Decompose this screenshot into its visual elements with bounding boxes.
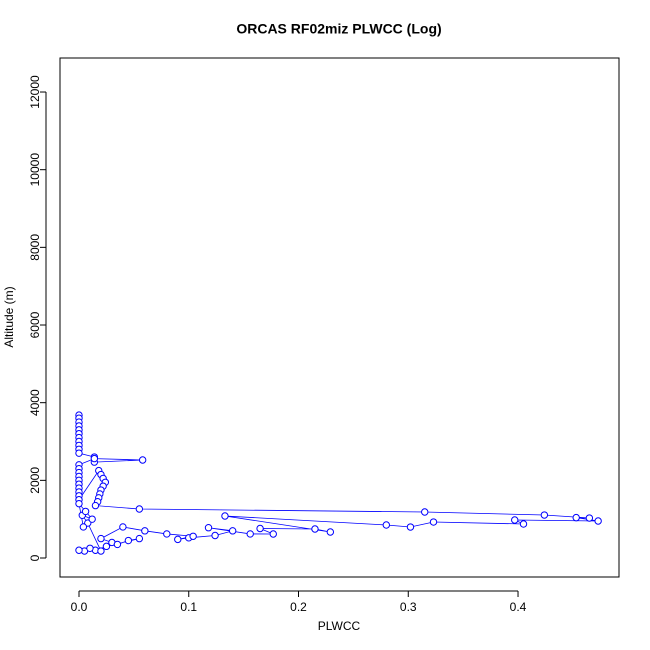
data-point	[228, 527, 237, 535]
data-point	[429, 518, 438, 526]
data-point	[189, 532, 197, 540]
data-point	[540, 511, 549, 519]
data-point	[75, 546, 83, 554]
x-tick-label: 0.0	[71, 600, 88, 614]
x-tick-label: 0.4	[510, 600, 527, 614]
data-point	[572, 513, 580, 522]
data-point	[421, 508, 429, 516]
data-point	[594, 517, 602, 525]
x-tick-label: 0.2	[290, 600, 307, 614]
data-point	[90, 454, 99, 463]
y-tick-label: 6000	[28, 311, 42, 338]
data-point	[585, 514, 594, 522]
data-point	[519, 520, 528, 528]
data-point	[246, 530, 254, 538]
data-point	[138, 456, 147, 464]
y-tick-label: 12000	[28, 75, 42, 109]
data-point	[79, 523, 88, 531]
data-point	[141, 527, 149, 535]
data-point	[81, 507, 90, 516]
y-axis-label: Altitude (m)	[2, 286, 16, 347]
data-point	[221, 512, 229, 520]
data-point	[326, 528, 335, 536]
data-point	[113, 540, 122, 549]
y-tick-label: 10000	[28, 153, 42, 187]
data-point	[88, 515, 96, 523]
data-point	[97, 534, 105, 543]
data-point	[75, 449, 83, 457]
plot-frame	[59, 57, 620, 578]
data-point	[382, 521, 391, 529]
y-tick-label: 0	[28, 554, 42, 561]
data-point	[174, 535, 182, 544]
x-tick-label: 0.1	[180, 600, 197, 614]
data-point	[119, 523, 127, 531]
data-point	[256, 524, 264, 533]
data-point	[135, 534, 144, 543]
y-tick-label: 4000	[28, 389, 42, 416]
data-point	[269, 530, 277, 538]
data-point	[406, 523, 415, 531]
data-point	[311, 525, 319, 533]
data-point	[511, 516, 519, 524]
data-point	[102, 542, 111, 551]
data-line	[78, 415, 599, 552]
data-point	[86, 544, 94, 553]
y-tick-label: 2000	[28, 467, 42, 494]
chart-title: ORCAS RF02miz PLWCC (Log)	[236, 21, 441, 37]
data-point	[211, 531, 219, 540]
data-point	[97, 547, 105, 555]
data-point	[124, 536, 133, 545]
data-point	[135, 505, 144, 513]
data-point	[163, 530, 171, 538]
x-axis-label: PLWCC	[318, 619, 361, 633]
data-point	[204, 524, 213, 532]
data-point	[91, 501, 100, 510]
data-point	[75, 499, 83, 508]
y-tick-label: 8000	[28, 234, 42, 261]
x-tick-label: 0.3	[400, 600, 417, 614]
